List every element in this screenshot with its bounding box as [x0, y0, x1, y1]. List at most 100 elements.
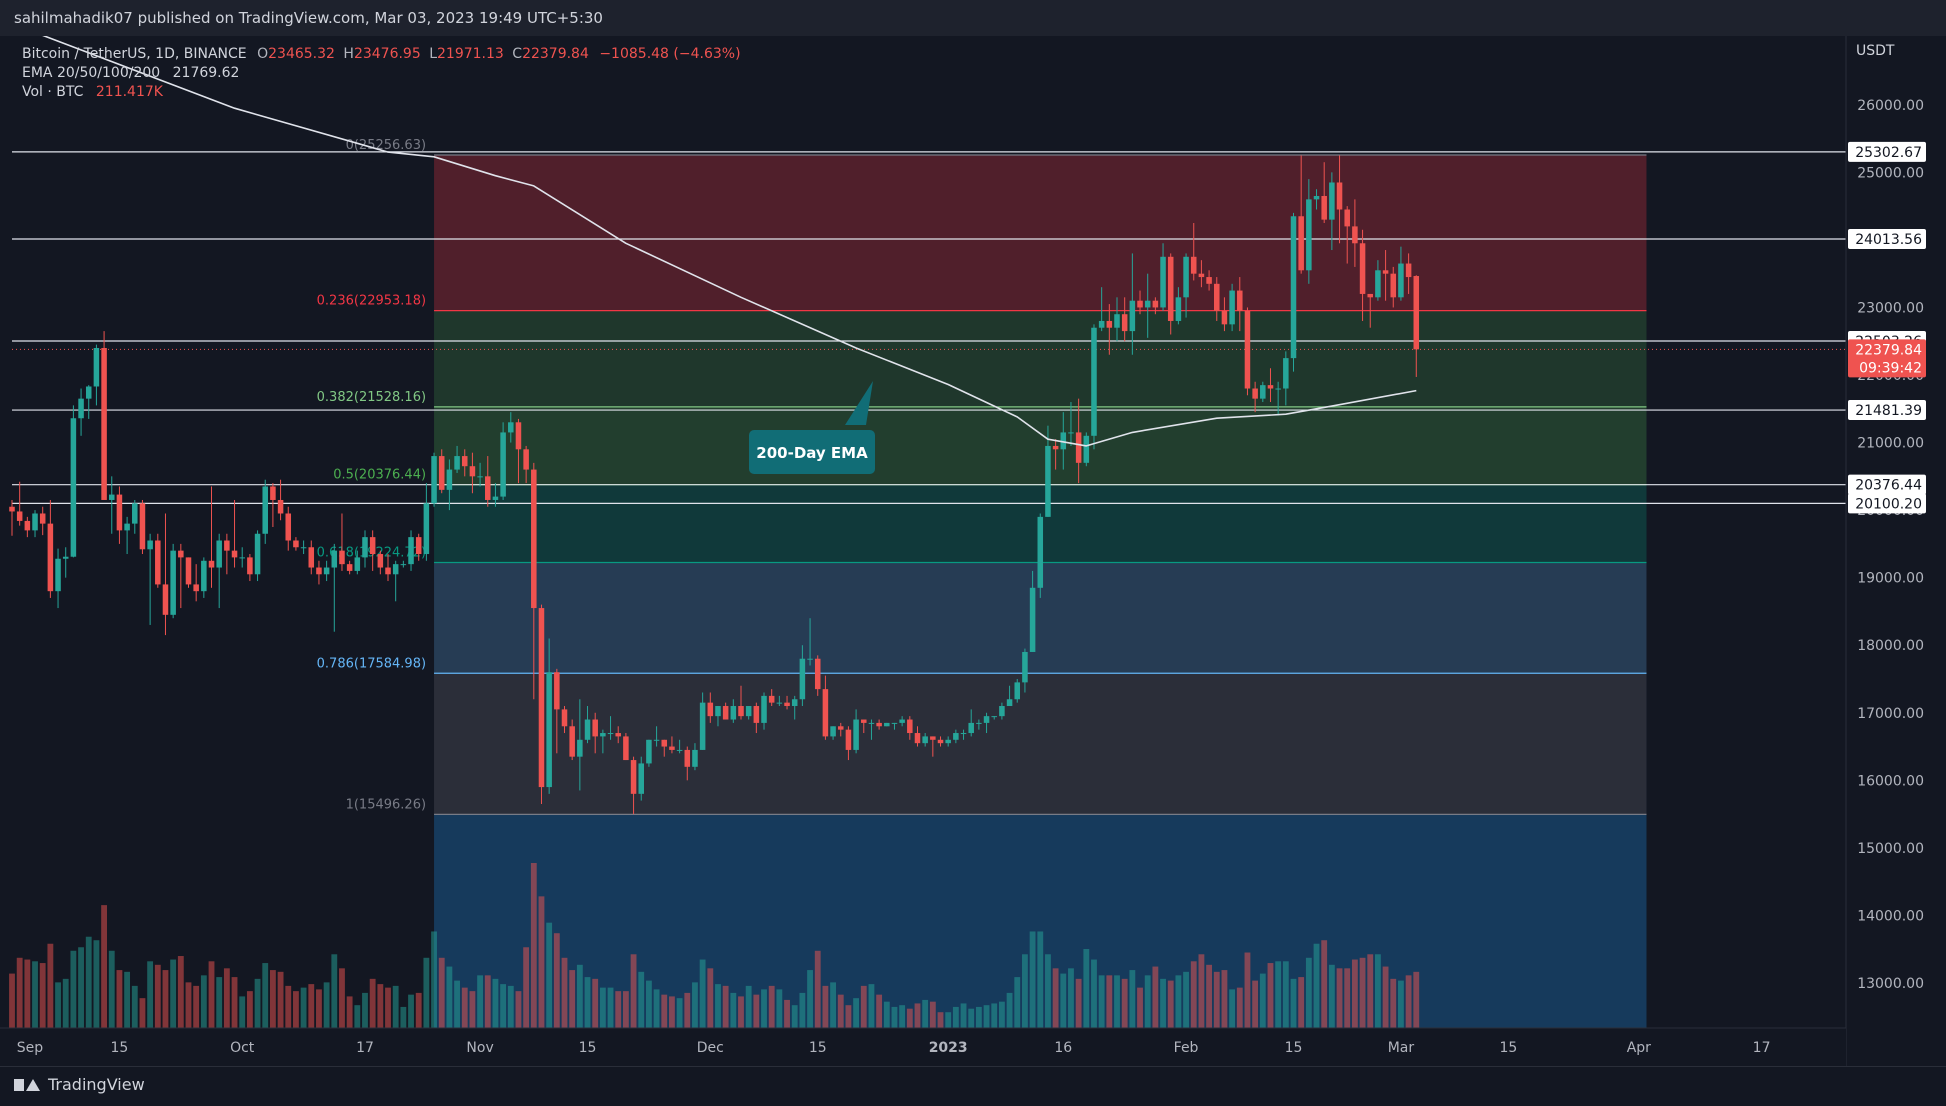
top-bar: sahilmahadik07 published on TradingView.…: [0, 0, 1946, 36]
candle: [1183, 253, 1189, 318]
volume-bar: [615, 991, 622, 1028]
volume-bar: [1252, 980, 1259, 1028]
candle-body: [538, 608, 545, 788]
candle: [62, 547, 69, 578]
candle-body: [147, 540, 153, 550]
price-tick-label: 19000.00: [1857, 571, 1924, 587]
candle-body: [1106, 320, 1113, 328]
candle: [85, 385, 92, 419]
candle-body: [438, 456, 445, 490]
volume-bar: [277, 971, 284, 1028]
volume-label[interactable]: Vol · BTC: [22, 84, 84, 100]
ema-label[interactable]: EMA 20/50/100/200: [22, 65, 161, 81]
volume-bar: [676, 998, 683, 1028]
volume-bar: [776, 989, 783, 1028]
candle: [538, 604, 545, 804]
candle-body: [1144, 300, 1151, 308]
volume-bar: [362, 992, 368, 1028]
candle-body: [1213, 283, 1220, 311]
candle-body: [93, 347, 100, 387]
candle-body: [85, 386, 92, 399]
candle-body: [891, 722, 898, 724]
candle-body: [976, 722, 982, 724]
level-tag: [1848, 493, 1926, 514]
volume-bar: [753, 994, 760, 1028]
volume-bar: [446, 966, 453, 1028]
candle: [485, 456, 491, 507]
candle: [1252, 381, 1258, 413]
time-axis: [0, 1028, 1846, 1066]
candle-body: [277, 499, 284, 514]
candle: [32, 510, 38, 538]
candle-body: [62, 556, 69, 559]
volume-bar: [1321, 940, 1328, 1028]
volume-bar: [223, 968, 230, 1028]
volume-bar: [308, 984, 315, 1028]
candle-body: [1352, 226, 1358, 244]
volume-bar: [385, 987, 391, 1028]
fib-level-label: 0(25256.63): [346, 138, 426, 153]
callout-box: [749, 430, 875, 474]
volume-bar: [830, 982, 836, 1028]
price-tick-label: 23000.00: [1857, 300, 1924, 316]
volume-bar: [354, 1005, 361, 1028]
tradingview-brand[interactable]: TradingView: [14, 1075, 145, 1094]
candle-body: [1336, 182, 1343, 210]
candle: [561, 706, 568, 734]
candle: [1244, 307, 1251, 396]
volume-bar: [1121, 978, 1128, 1028]
candle: [669, 736, 675, 754]
candle: [70, 405, 77, 558]
fib-zone: [434, 673, 1647, 815]
candle-body: [16, 511, 23, 521]
candle-body: [1075, 432, 1082, 463]
volume-bar: [1106, 975, 1113, 1028]
candle: [308, 540, 315, 575]
candle-body: [630, 760, 637, 794]
candle-body: [684, 749, 691, 767]
price-chart[interactable]: 0(25256.63) 0.236(22953.18) 0.382(21528.16…: [0, 36, 1946, 1066]
volume-value: 211.417K: [95, 84, 163, 100]
candle: [1152, 297, 1159, 315]
volume-bar: [1244, 952, 1251, 1028]
symbol-name[interactable]: Bitcoin / TetherUS, 1D, BINANCE: [22, 46, 247, 62]
candle: [1167, 253, 1174, 335]
open-value: 23465.32: [268, 46, 335, 62]
close-label: C: [512, 46, 523, 62]
time-tick-label: 15: [579, 1040, 597, 1056]
volume-bar: [745, 985, 752, 1028]
volume-bar: [991, 1003, 998, 1028]
candle-body: [1290, 216, 1297, 359]
candle: [554, 668, 560, 754]
candle-body: [1060, 432, 1067, 450]
candle: [400, 560, 407, 568]
volume-bar: [622, 991, 629, 1028]
volume-bar: [177, 956, 184, 1028]
volume-bar: [316, 989, 322, 1028]
candle: [300, 540, 307, 555]
candle: [937, 736, 944, 747]
brand-name: TradingView: [48, 1075, 145, 1094]
volume-bar: [62, 978, 69, 1028]
candle: [623, 733, 629, 761]
volume-bar: [1282, 961, 1289, 1028]
candle-body: [1260, 385, 1266, 399]
candle: [1060, 412, 1067, 470]
candle: [1375, 260, 1381, 301]
volume-bar: [1390, 978, 1397, 1028]
candle: [208, 486, 215, 588]
candle: [392, 560, 399, 602]
current-price-label: 22379.84: [1855, 342, 1922, 358]
candle-body: [415, 537, 422, 555]
candle-body: [1390, 273, 1397, 298]
volume-bar: [1144, 975, 1151, 1028]
candle-body: [707, 702, 714, 717]
candle-body: [70, 418, 77, 557]
volume-bar: [952, 1006, 959, 1028]
candle: [822, 675, 829, 740]
candle: [216, 533, 222, 609]
candle-body: [523, 449, 529, 470]
candle-body: [1091, 327, 1097, 436]
candle-body: [208, 560, 215, 568]
volume-bar: [438, 957, 445, 1028]
